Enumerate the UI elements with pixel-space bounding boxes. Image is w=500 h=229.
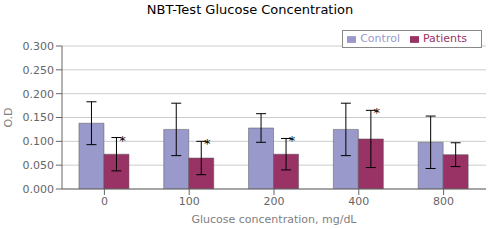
svg-text:100: 100 [179, 195, 200, 208]
svg-text:Glucose concentration, mg/dL: Glucose concentration, mg/dL [191, 213, 357, 226]
svg-text:0.050: 0.050 [23, 159, 55, 172]
svg-text:0.200: 0.200 [23, 88, 55, 101]
svg-text:*: * [119, 133, 126, 148]
svg-text:0.300: 0.300 [23, 40, 55, 53]
svg-text:800: 800 [433, 195, 454, 208]
svg-text:*: * [204, 136, 211, 151]
svg-text:*: * [374, 105, 381, 120]
svg-text:0.150: 0.150 [23, 111, 55, 124]
svg-text:O.D: O.D [8, 107, 15, 127]
html-text:Patients: Patients [423, 32, 467, 45]
svg-text:*: * [289, 133, 296, 148]
svg-text:0.100: 0.100 [23, 135, 55, 148]
svg-text:0.250: 0.250 [23, 64, 55, 77]
svg-text:200: 200 [264, 195, 285, 208]
svg-text:0: 0 [101, 195, 108, 208]
svg-text:400: 400 [348, 195, 369, 208]
html-text:NBT-Test Glucose Concentration: NBT-Test Glucose Concentration [146, 2, 354, 17]
html-text:Control: Control [360, 32, 400, 45]
svg-text:0.000: 0.000 [23, 183, 55, 196]
